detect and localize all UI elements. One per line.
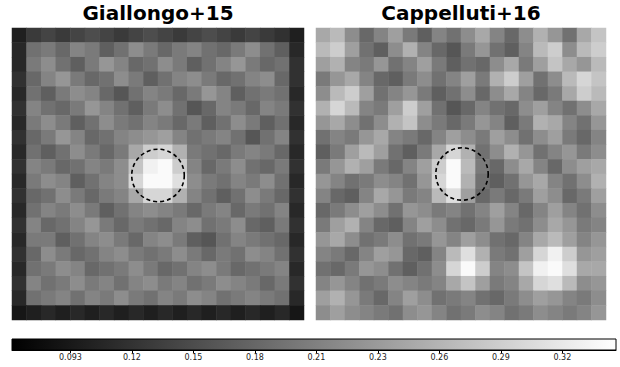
svg-text:Giallongo+15: Giallongo+15 — [82, 1, 233, 25]
svg-text:0.093: 0.093 — [59, 353, 82, 362]
svg-text:0.18: 0.18 — [246, 353, 264, 362]
svg-text:0.32: 0.32 — [553, 353, 571, 362]
svg-text:0.15: 0.15 — [185, 353, 203, 362]
svg-text:Cappelluti+16: Cappelluti+16 — [381, 1, 540, 25]
svg-text:0.23: 0.23 — [369, 353, 387, 362]
svg-text:0.26: 0.26 — [430, 353, 448, 362]
svg-text:0.21: 0.21 — [307, 353, 325, 362]
svg-text:0.29: 0.29 — [492, 353, 510, 362]
svg-text:0.12: 0.12 — [123, 353, 141, 362]
